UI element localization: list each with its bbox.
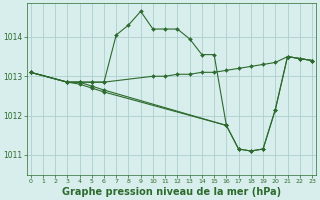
X-axis label: Graphe pression niveau de la mer (hPa): Graphe pression niveau de la mer (hPa) bbox=[62, 187, 281, 197]
